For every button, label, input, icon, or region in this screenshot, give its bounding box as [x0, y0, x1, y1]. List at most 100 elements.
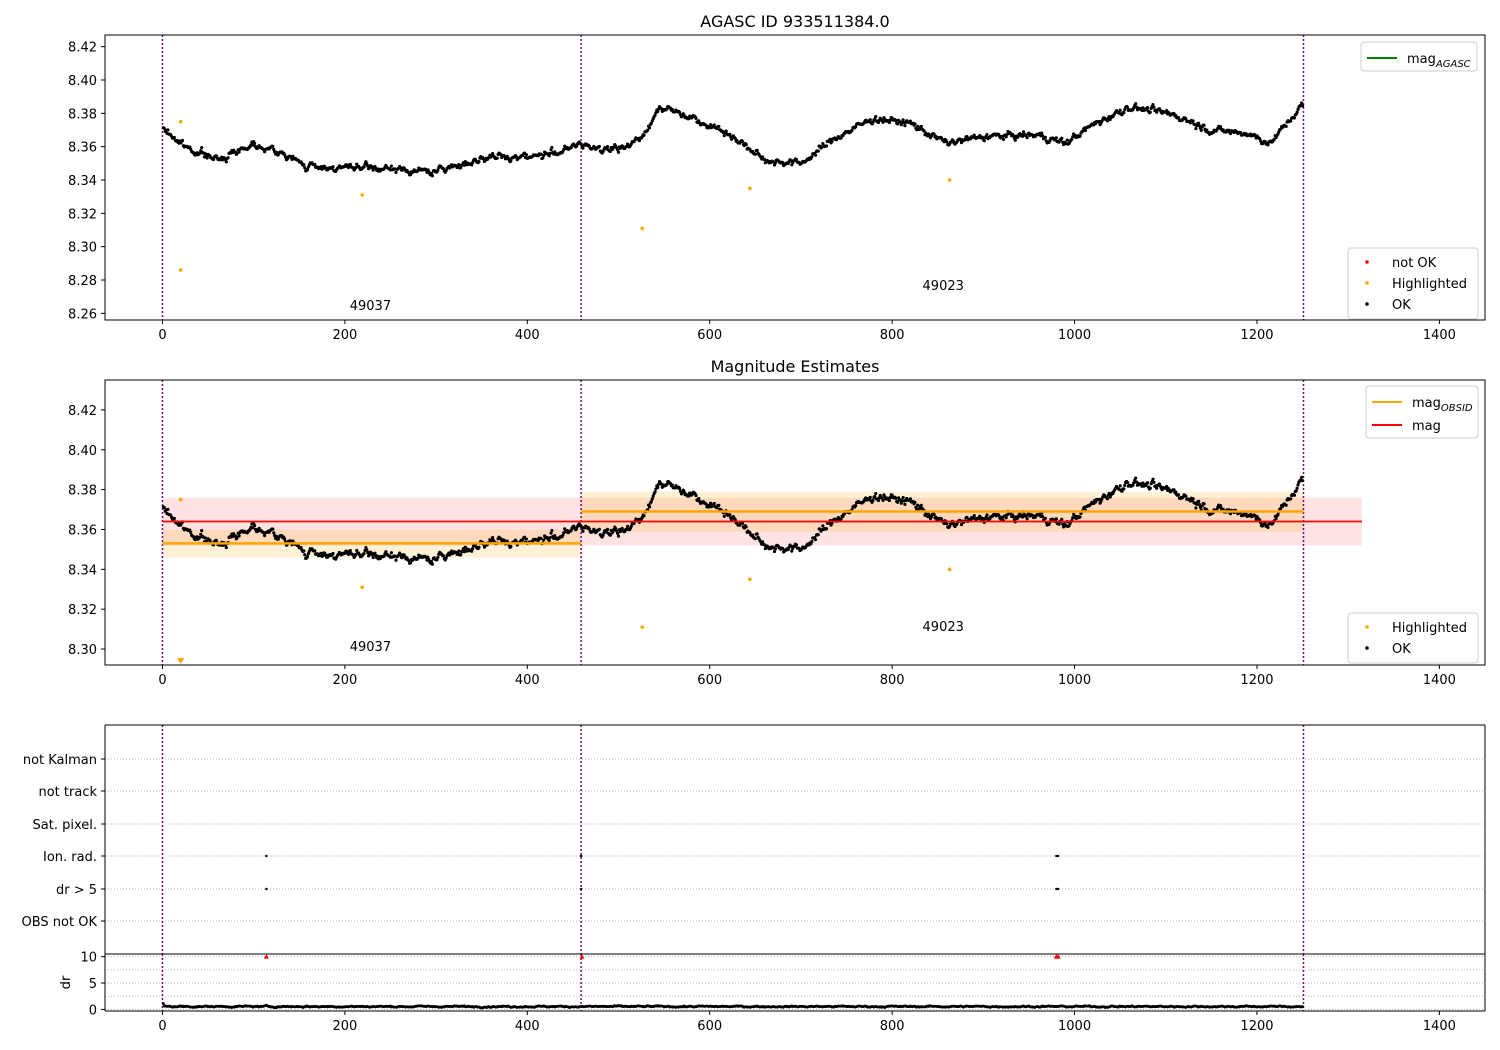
data-point-ok: [550, 528, 554, 533]
data-point-ok: [263, 150, 267, 154]
flag-point: [579, 887, 583, 891]
data-point-ok: [166, 128, 170, 132]
data-point-ok: [561, 533, 565, 537]
panel-dr: 0 200 400 600 800 1000 1200 1400 0 5 10 dr: [59, 951, 1486, 1034]
data-point-ok: [331, 165, 335, 169]
data-point-ok: [605, 144, 610, 149]
legend-marker: [1365, 281, 1369, 285]
y-tick-label: 8.38: [68, 107, 97, 122]
data-point-ok: [1284, 124, 1288, 129]
data-point-ok: [1289, 497, 1293, 501]
data-point-ok: [896, 500, 900, 504]
x-tick-label: 1200: [1240, 328, 1273, 343]
data-point-ok: [1266, 143, 1270, 147]
data-point-ok: [656, 109, 660, 114]
data-point-ok: [985, 513, 989, 517]
data-point-ok: [237, 534, 241, 538]
x-tick-label: 600: [697, 1019, 722, 1034]
data-point-ok: [1122, 111, 1126, 115]
data-point-ok: [816, 149, 820, 153]
data-point-ok: [919, 124, 923, 129]
data-point-ok: [773, 161, 777, 165]
data-point-ok: [1041, 514, 1045, 519]
data-point-ok: [542, 538, 546, 542]
data-point-ok: [211, 157, 216, 162]
data-point-ok: [919, 503, 923, 507]
x-tick-label: 1200: [1240, 673, 1273, 688]
data-point-ok: [302, 549, 306, 553]
data-point-ok: [722, 514, 726, 518]
data-point-ok: [717, 124, 721, 129]
data-point-ok: [509, 545, 513, 549]
data-point-ok: [271, 144, 275, 148]
data-point-ok: [394, 558, 398, 562]
data-point-ok: [753, 537, 757, 541]
data-point-ok: [1176, 493, 1181, 497]
data-point-ok: [605, 527, 610, 531]
data-point-highlighted: [178, 497, 183, 502]
data-point-ok: [1016, 515, 1020, 519]
data-point-ok: [789, 544, 793, 548]
data-point-ok: [694, 493, 698, 498]
data-point-ok: [794, 543, 798, 547]
data-point-ok: [1266, 525, 1270, 530]
data-point-ok: [448, 553, 452, 557]
data-point-ok: [717, 503, 721, 507]
data-point-ok: [647, 505, 652, 509]
data-point-ok: [524, 537, 528, 541]
data-point-ok: [166, 507, 170, 511]
data-point-ok: [1001, 137, 1006, 141]
flag-label: not Kalman: [23, 753, 97, 768]
data-point-ok: [427, 557, 431, 562]
data-point-ok: [1020, 515, 1025, 519]
chart-title: AGASC ID 933511384.0: [700, 12, 889, 31]
data-point-ok: [400, 555, 404, 560]
legend-box: [1347, 247, 1479, 320]
data-point-ok: [188, 528, 192, 532]
data-point-ok: [1174, 490, 1178, 494]
data-point-ok: [982, 139, 986, 143]
data-point-ok: [773, 547, 777, 551]
data-point-ok: [1228, 512, 1233, 516]
obsid-annotation: 49023: [923, 279, 964, 294]
obsid-annotation: 49023: [923, 620, 964, 635]
data-point-ok: [303, 553, 307, 557]
data-point-ok: [1057, 522, 1061, 526]
y-tick-label: 8.38: [68, 484, 97, 499]
data-point-ok: [444, 556, 448, 560]
data-point-ok: [762, 543, 767, 547]
data-point-ok: [642, 133, 646, 137]
data-point-ok: [772, 549, 777, 554]
flag-label: Ion. rad.: [43, 850, 97, 865]
panel-agasc: AGASC ID 933511384.0 49037 49023 0 200 400 600…: [68, 12, 1479, 343]
data-point-ok: [916, 124, 920, 128]
data-point-ok: [1197, 499, 1201, 503]
data-point-ok: [1123, 483, 1127, 487]
data-point-ok: [348, 549, 352, 553]
data-point-ok: [945, 522, 949, 526]
data-point-ok: [709, 123, 713, 127]
data-point-highlighted: [178, 268, 183, 272]
data-point-ok: [868, 495, 872, 499]
data-point-ok: [821, 524, 825, 528]
data-point-ok: [932, 132, 936, 136]
dr-point: [1301, 1005, 1304, 1009]
data-point-ok: [932, 512, 936, 517]
data-point-ok: [283, 537, 287, 541]
data-point-ok: [712, 501, 716, 506]
data-point-ok: [854, 504, 858, 508]
data-point-ok: [1238, 130, 1243, 135]
flag-point: [265, 887, 268, 891]
data-point-ok: [868, 118, 872, 122]
data-point-ok: [709, 501, 713, 505]
data-point-ok: [436, 168, 440, 172]
flag-label: not track: [38, 785, 97, 800]
data-point-ok: [470, 549, 474, 553]
data-point-ok: [744, 142, 748, 147]
data-point-ok: [362, 165, 366, 169]
data-point-ok: [876, 498, 881, 503]
data-point-ok: [871, 120, 875, 124]
data-point-ok: [1221, 507, 1225, 511]
data-point-ok: [922, 129, 926, 133]
data-point-ok: [839, 136, 843, 140]
